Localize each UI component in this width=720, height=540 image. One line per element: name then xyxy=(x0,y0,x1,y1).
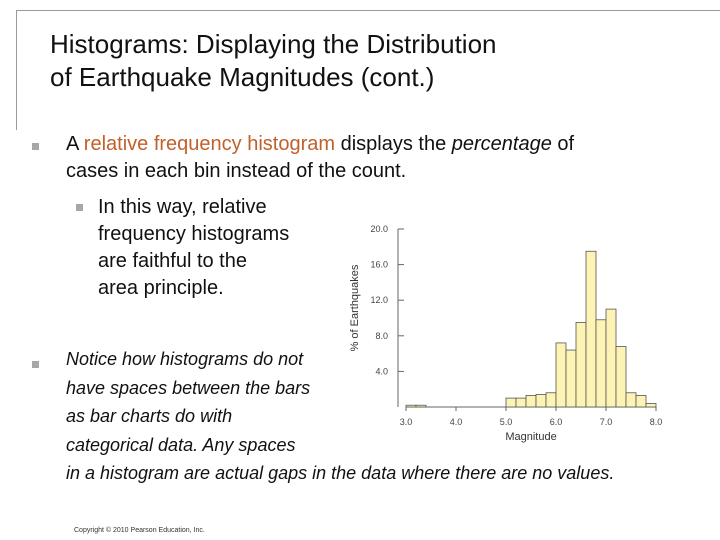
histogram-bar xyxy=(505,397,517,408)
histogram-bar xyxy=(625,392,637,408)
sub-bullet-line-4: area principle. xyxy=(98,277,224,299)
histogram-bar xyxy=(535,394,547,408)
y-tick-label: 12.0 xyxy=(370,295,388,305)
bullet-2-line-3: as bar charts do with xyxy=(66,406,233,426)
x-tick-label: 3.0 xyxy=(400,417,413,427)
histogram-bar xyxy=(575,322,587,408)
bullet-marker xyxy=(32,143,39,150)
italic-term: percentage xyxy=(451,133,552,155)
bullet-2-line-4: categorical data. Any spaces xyxy=(66,434,296,455)
histogram-bar xyxy=(645,403,657,408)
title-line-2: of Earthquake Magnitudes (cont.) xyxy=(50,62,435,92)
bullet-1-after: of xyxy=(551,133,575,155)
x-tick-label: 7.0 xyxy=(600,417,613,427)
histogram-bar xyxy=(585,250,597,408)
title-line-1: Histograms: Displaying the Distribution xyxy=(50,29,497,59)
histogram-bar xyxy=(515,397,527,408)
histogram-bar xyxy=(545,392,557,408)
highlighted-term: relative frequency histogram xyxy=(83,133,336,155)
sub-bullet-line-2: frequency histograms xyxy=(98,223,290,245)
bullet-marker xyxy=(32,361,39,368)
sub-bullet-marker xyxy=(76,204,83,211)
copyright-text: Copyright © 2010 Pearson Education, Inc. xyxy=(74,527,205,534)
y-tick-label: 8.0 xyxy=(375,331,388,341)
slide-frame-left-line xyxy=(16,10,17,130)
bullet-2-line-2: have spaces between the bars xyxy=(66,377,311,398)
y-tick-label: 16.0 xyxy=(370,260,388,270)
sub-bullet-line-3: are faithful to the xyxy=(98,250,247,272)
bullet-1-middle: displays the xyxy=(335,133,452,155)
histogram-bar xyxy=(595,319,607,408)
x-axis-label: Magnitude xyxy=(505,431,556,443)
x-tick-label: 8.0 xyxy=(650,417,663,427)
sub-bullet-text: In this way, relative frequency histogra… xyxy=(98,194,358,302)
histogram-bar xyxy=(415,404,427,408)
bullet-2-line-5: in a histogram are actual gaps in the da… xyxy=(66,463,615,483)
histogram-bar xyxy=(405,404,417,408)
slide-frame-top-line xyxy=(16,10,720,11)
histogram-bar xyxy=(555,342,567,408)
bullet-1-text: A relative frequency histogram displays … xyxy=(66,131,706,185)
y-tick-label: 20.0 xyxy=(370,224,388,234)
y-axis-label: % of Earthquakes xyxy=(349,264,361,351)
bullet-1-line-1: A relative frequency histogram displays … xyxy=(66,131,706,158)
bullet-2-line-1: Notice how histograms do not xyxy=(66,349,304,369)
bullet-2-text: Notice how histograms do not have spaces… xyxy=(66,345,706,488)
x-tick-label: 6.0 xyxy=(550,417,563,427)
histogram-bar xyxy=(565,349,577,408)
histogram-bar xyxy=(615,346,627,408)
earthquake-histogram: 4.0 8.0 12.0 16.0 20.0 % of Earthquakes 3.0 4.0… xyxy=(349,224,663,443)
bullet-1-before: A xyxy=(66,133,84,155)
x-tick-label: 5.0 xyxy=(500,417,513,427)
sub-bullet-line-1: In this way, relative xyxy=(98,196,267,218)
histogram-bar xyxy=(635,395,647,408)
bullet-1-line-2: cases in each bin instead of the count. xyxy=(66,160,407,182)
x-tick-label: 4.0 xyxy=(450,417,463,427)
histogram-bar xyxy=(605,308,617,408)
histogram-bar xyxy=(525,395,537,408)
slide-title: Histograms: Displaying the Distribution … xyxy=(50,28,690,94)
y-tick-label: 4.0 xyxy=(375,366,388,376)
